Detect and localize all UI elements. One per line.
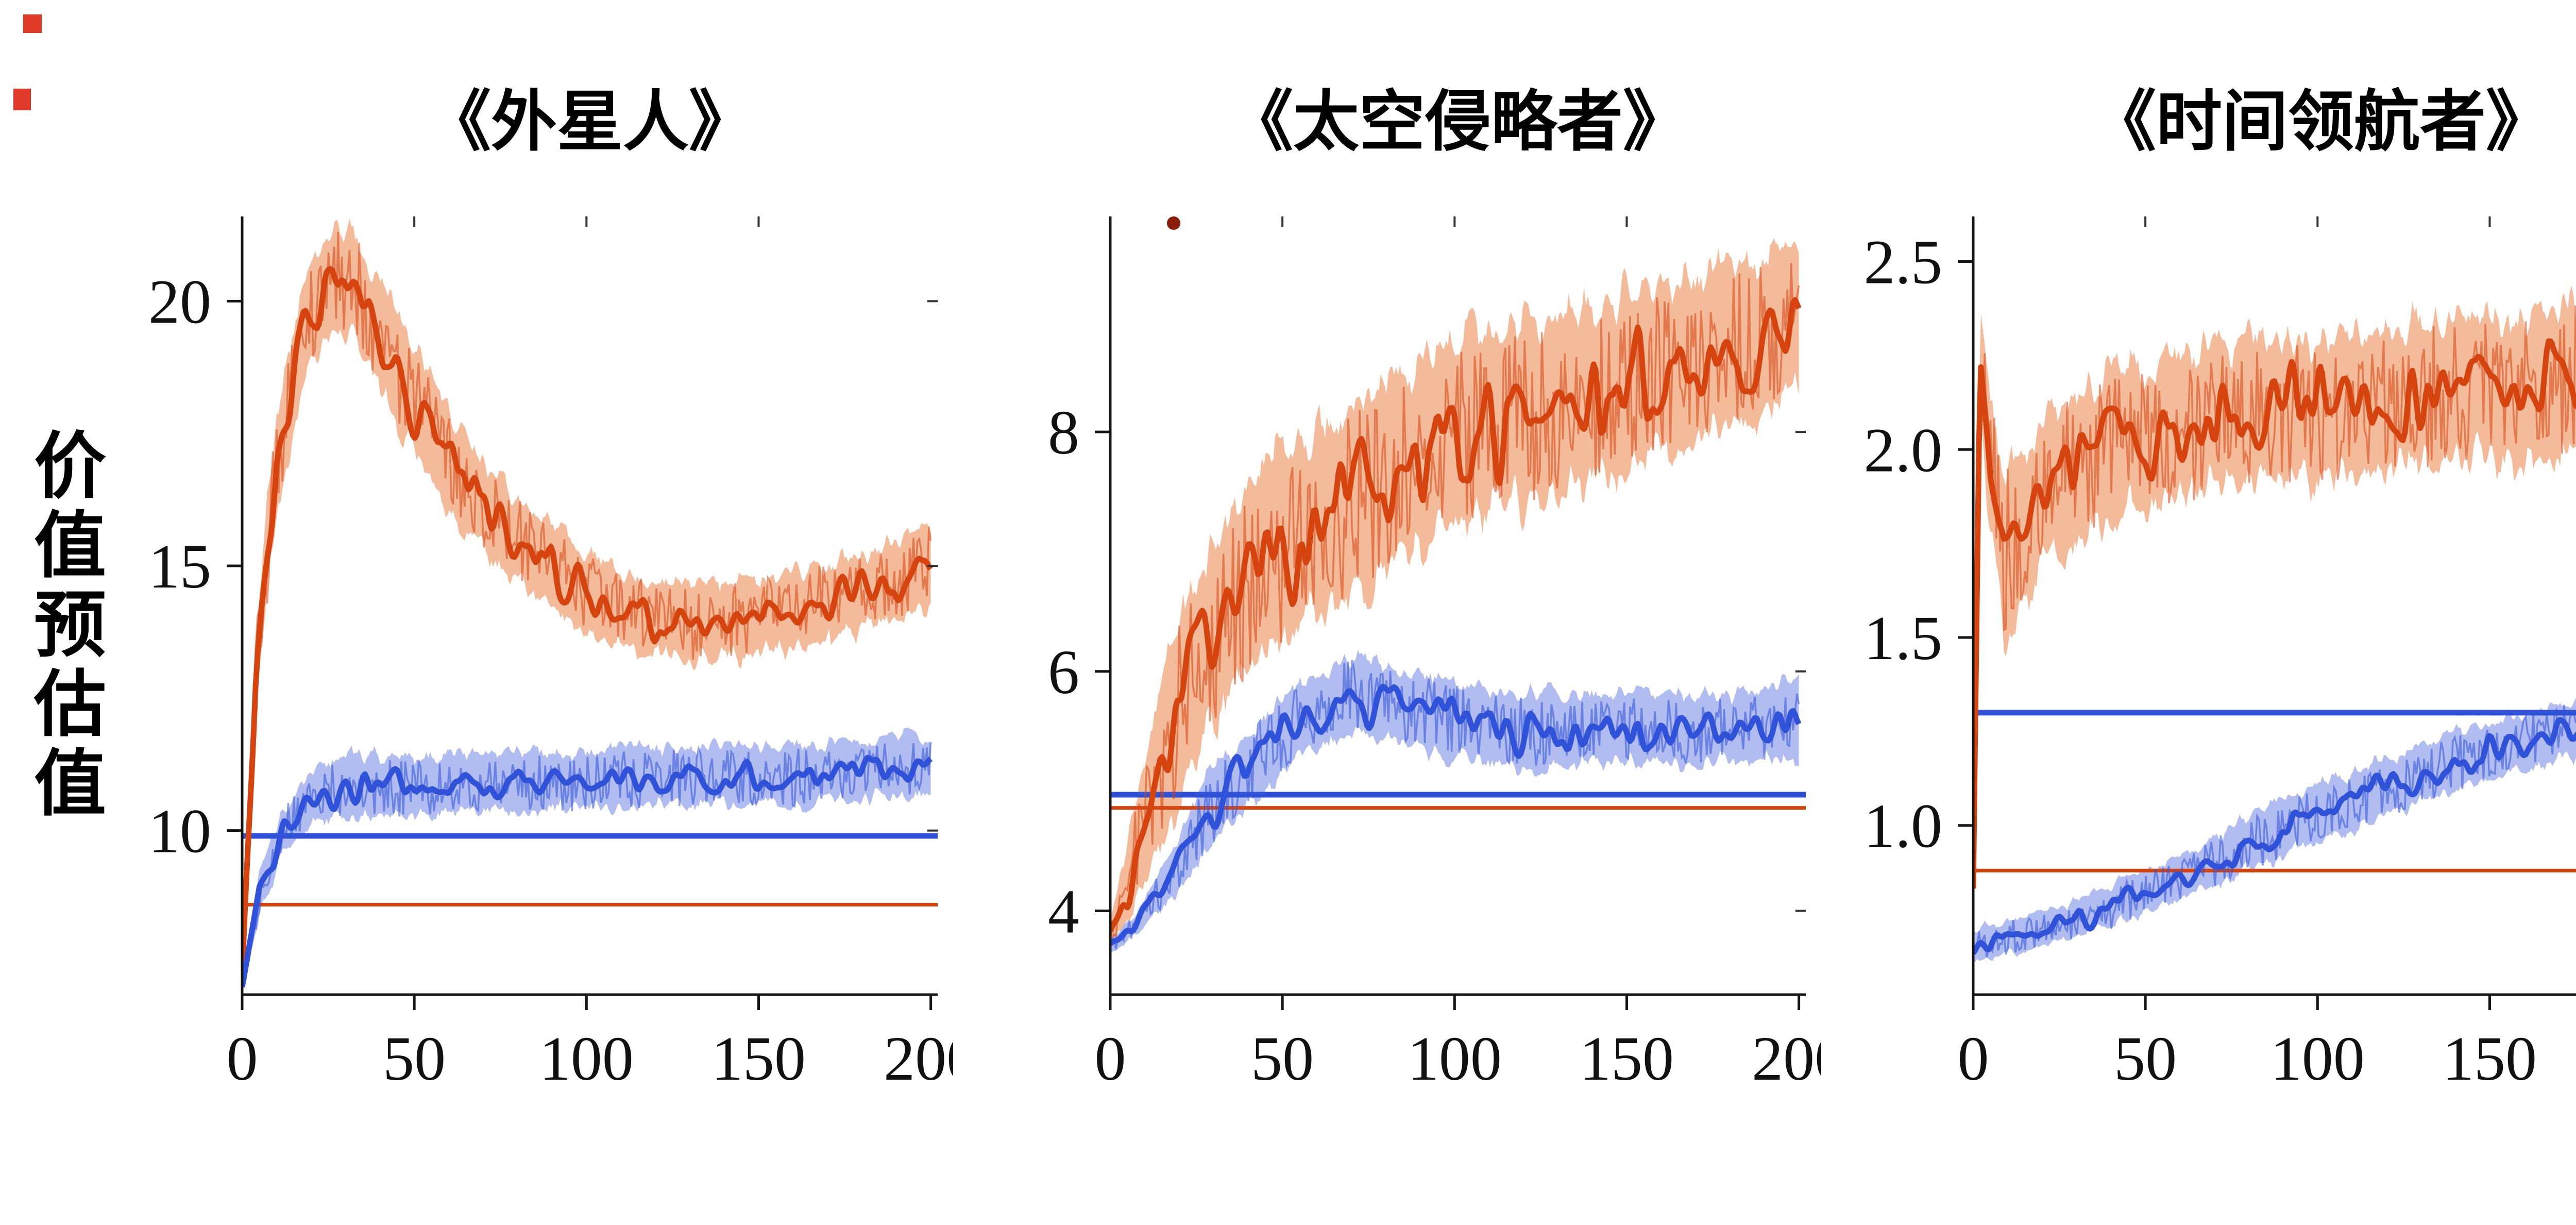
x-tick-label: 100 xyxy=(1408,1024,1502,1094)
y-axis-label: 价值预估值 xyxy=(22,428,106,825)
chart-title: 《时间领航者》 xyxy=(2090,83,2552,160)
y-tick-label: 15 xyxy=(148,532,211,601)
estimate-line xyxy=(242,266,934,976)
y-tick-label: 4 xyxy=(1048,877,1079,946)
x-tick-label: 100 xyxy=(2270,1024,2365,1094)
x-tick-label: 50 xyxy=(1251,1024,1314,1094)
estimate-line xyxy=(242,754,933,988)
confidence-band xyxy=(242,219,931,983)
subplot-space-invaders: 《太空侵略者》 0 50 100 150 200 4 6 8 xyxy=(956,83,1821,1123)
estimate-line xyxy=(1110,297,1802,932)
x-tick-label: 150 xyxy=(1580,1024,1674,1094)
y-tick-label: 2.0 xyxy=(1864,415,1943,485)
axes: 0 50 100 150 200 10 15 20 xyxy=(148,216,953,1094)
x-tick-label: 0 xyxy=(1958,1024,1989,1094)
plot-area xyxy=(242,219,938,990)
subplot-time-pilot: 《时间领航者》 0501001502001.01.52.02.5 xyxy=(1819,83,2576,1123)
y-tick-label: 20 xyxy=(148,267,211,337)
x-tick-label: 150 xyxy=(2443,1024,2537,1094)
plot-area xyxy=(1973,286,2576,963)
y-tick-label: 1.5 xyxy=(1864,603,1943,673)
time-pilot-chart-svg: 0501001502001.01.52.02.5 xyxy=(1864,216,2576,1094)
scan-artifact-red-mark xyxy=(13,89,31,110)
x-tick-label: 50 xyxy=(383,1024,446,1094)
stray-dot-artifact xyxy=(1167,216,1180,230)
axes: 0501001502001.01.52.02.5 xyxy=(1864,216,2576,1094)
confidence-band xyxy=(1973,286,2576,919)
x-tick-label: 0 xyxy=(1095,1024,1126,1094)
chart-title: 《太空侵略者》 xyxy=(1227,83,1689,160)
x-tick-label: 100 xyxy=(539,1024,634,1094)
y-tick-label: 10 xyxy=(148,797,211,866)
x-axis-label: 迭代轮次（百万） xyxy=(2421,1103,2576,1215)
subplot-alien: 《外星人》 0 50 100 150 200 10 15 20 xyxy=(88,83,953,1123)
x-tick-label: 50 xyxy=(2114,1024,2177,1094)
alien-chart-svg: 0 50 100 150 200 10 15 20 xyxy=(148,216,953,1094)
estimate-line xyxy=(1110,683,1802,946)
x-tick-label: 200 xyxy=(1752,1024,1821,1094)
y-tick-label: 6 xyxy=(1048,637,1079,707)
plot-area xyxy=(1110,238,1806,954)
raw-trace-line xyxy=(1110,660,1800,949)
y-tick-label: 2.5 xyxy=(1864,228,1943,297)
estimate-line xyxy=(1973,338,2576,889)
chart-title: 《外星人》 xyxy=(425,83,755,160)
x-tick-label: 200 xyxy=(884,1024,953,1094)
x-tick-label: 0 xyxy=(227,1024,258,1094)
y-tick-label: 1.0 xyxy=(1864,792,1943,861)
y-tick-label: 8 xyxy=(1048,398,1079,467)
x-tick-label: 150 xyxy=(711,1024,806,1094)
estimate-line xyxy=(1973,717,2576,955)
scan-artifact-red-mark xyxy=(23,14,42,33)
axes: 0 50 100 150 200 4 6 8 xyxy=(1048,216,1821,1094)
space-invaders-chart-svg: 0 50 100 150 200 4 6 8 xyxy=(1048,216,1821,1094)
raw-trace-line xyxy=(1973,706,2576,958)
